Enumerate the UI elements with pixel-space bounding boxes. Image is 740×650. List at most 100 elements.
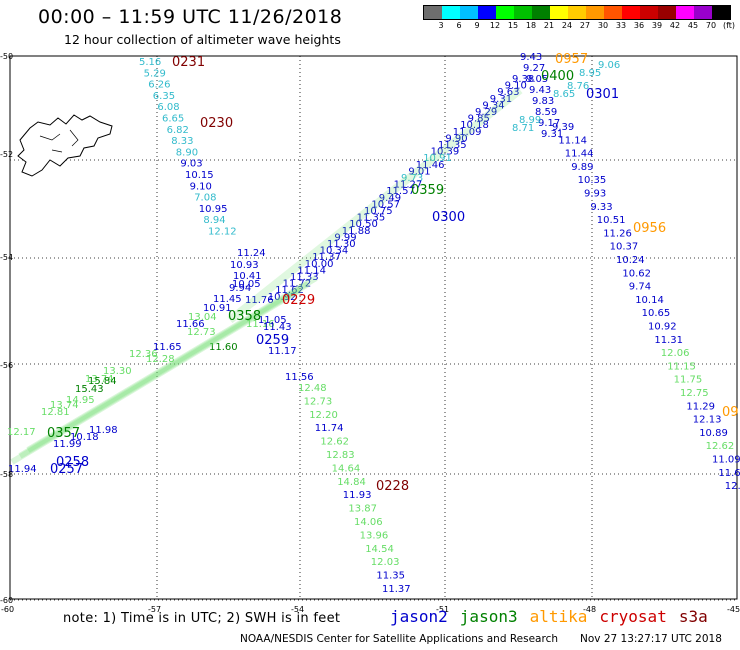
map-title: 00:00 – 11:59 UTC 11/26/2018 — [38, 6, 343, 28]
credit-text: NOAA/NESDIS Center for Satellite Applica… — [240, 633, 558, 645]
swh-value-track-d: 11.65 — [153, 342, 182, 353]
legend-item-s3a: s3a — [678, 607, 708, 626]
pass-time-label: 0259 — [256, 333, 289, 348]
swh-value-track-a: 8.90 — [176, 147, 198, 158]
swh-value-track-b: 9.89 — [571, 162, 593, 173]
swh-value-track-b: 10.14 — [635, 295, 664, 306]
swh-value-track-c: 10.75 — [364, 206, 393, 217]
swh-value-track-d: 15.43 — [75, 384, 104, 395]
swh-value-track-a-south: 11.93 — [343, 490, 372, 501]
swh-value-track-b: 9.33 — [590, 202, 612, 213]
swh-value-track-b: 9.43 — [520, 52, 542, 63]
swh-value-track-a: 8.94 — [203, 215, 225, 226]
colorbar-swatch — [586, 6, 604, 19]
swh-value-track-d: 12.36 — [129, 349, 158, 360]
pass-time-label: 0228 — [376, 479, 409, 494]
swh-value-track-c: 11.30 — [327, 239, 356, 250]
swh-value-track-b: 10.62 — [622, 268, 651, 279]
swh-value-track-b: 9.83 — [532, 96, 554, 107]
colorbar-label: 39 — [651, 21, 663, 30]
swh-value-track-a: 10.95 — [199, 204, 228, 215]
pass-time-label: 0956 — [633, 221, 666, 236]
pass-time-label: 0359 — [411, 183, 444, 198]
colorbar-label: 36 — [633, 21, 645, 30]
colorbar-label: 9 — [474, 21, 480, 30]
swh-value-track-c: 10.34 — [320, 246, 349, 257]
swh-value-track-b: 12.13 — [693, 415, 722, 426]
swh-value-track-a-south: 13.87 — [348, 504, 377, 515]
colorbar-swatch — [496, 6, 514, 19]
swh-value-track-b: 9.74 — [629, 282, 651, 293]
swh-value-track-a: 6.08 — [157, 102, 179, 113]
colorbar-label: 27 — [579, 21, 591, 30]
swh-value-track-b: 10.92 — [648, 322, 677, 333]
swh-value-track-c: 11.14 — [297, 265, 326, 276]
swh-value-track-d: 15.84 — [88, 376, 117, 387]
swh-value-track-a-south: 12.20 — [309, 410, 338, 421]
swh-value-track-b: 11.44 — [565, 149, 594, 160]
swh-value-track-b: 9.17 — [538, 118, 560, 129]
colorbar-label: 18 — [525, 21, 537, 30]
swh-value-track-b: 12.06 — [661, 348, 690, 359]
swh-value-track-a: 11.16 — [246, 319, 275, 330]
swh-value-track-b: 12. — [725, 481, 740, 492]
swh-value-track-a: 12.12 — [208, 227, 237, 238]
swh-value-track-b: 10.35 — [578, 175, 607, 186]
colorbar-swatch — [478, 6, 496, 19]
swh-value-track-a: 10.41 — [233, 271, 262, 282]
swh-value-track-a: 11.76 — [245, 295, 274, 306]
swh-value-track-a-south: 12.48 — [298, 383, 327, 394]
swh-value-track-c: 11.72 — [283, 279, 312, 290]
colorbar-label: 3 — [438, 21, 444, 30]
latitude-label: -60 — [0, 596, 13, 605]
swh-value-track-a-south: 12.83 — [326, 450, 355, 461]
colorbar-swatch — [532, 6, 550, 19]
colorbar-label: 42 — [669, 21, 681, 30]
colorbar-label: 24 — [561, 21, 573, 30]
swh-value-track-b: 10.24 — [616, 255, 645, 266]
swh-value-track-b: 10.37 — [610, 242, 639, 253]
swh-value-track-c: 10.39 — [431, 147, 460, 158]
swh-value-track-c: 11.27 — [394, 180, 423, 191]
swh-value-track-a: 11.17 — [268, 346, 297, 357]
colorbar-label: 45 — [687, 21, 699, 30]
map-subtitle: 12 hour collection of altimeter wave hei… — [64, 32, 341, 47]
longitude-label: -48 — [583, 605, 596, 614]
swh-value-track-a: 11.24 — [237, 248, 266, 259]
swh-value-track-b: 12.62 — [706, 441, 735, 452]
legend-item-jason3: jason3 — [459, 607, 518, 626]
swh-value-track-c: 10.50 — [349, 219, 378, 230]
swh-value-track-c: 9.34 — [482, 100, 504, 111]
swh-value-track-d: 12.81 — [41, 407, 70, 418]
colorbar-swatch — [424, 6, 442, 19]
swh-value-track-a: 6.65 — [162, 114, 184, 125]
swh-value-track-b: 9.31 — [541, 129, 563, 140]
footer-note: note: 1) Time is in UTC; 2) SWH is in fe… — [63, 611, 341, 626]
colorbar-label: 15 — [507, 21, 519, 30]
colorbar-swatch — [640, 6, 658, 19]
longitude-label: -54 — [291, 605, 304, 614]
swh-value-track-b-cyan: 8.99 — [519, 115, 541, 126]
swh-value-track-b-cyan: 8.65 — [553, 89, 575, 100]
longitude-label: -60 — [1, 605, 14, 614]
swh-value-track-a: 10.93 — [230, 260, 259, 271]
swh-value-track-b: 11.6 — [718, 468, 740, 479]
swh-value-track-d: 11.98 — [89, 425, 118, 436]
swh-value-track-a: 11.60 — [209, 342, 238, 353]
colorbar-label: 33 — [615, 21, 627, 30]
swh-value-track-c: 11.62 — [275, 285, 304, 296]
swh-value-track-c: 11.88 — [342, 226, 371, 237]
swh-value-track-a: 11.05 — [258, 315, 287, 326]
swh-value-track-a-south: 12.62 — [320, 437, 349, 448]
latitude-label: -58 — [0, 470, 13, 479]
swh-value-track-b: 11.31 — [654, 335, 683, 346]
swh-value-track-b: 9.43 — [529, 85, 551, 96]
swh-value-track-b: 12.75 — [680, 388, 709, 399]
pass-time-label: 0257 — [50, 462, 83, 477]
swh-value-track-b: 11.09 — [712, 455, 740, 466]
swh-value-track-c: 10.91 — [423, 153, 452, 164]
colorbar-swatch — [460, 6, 478, 19]
legend-item-jason2: jason2 — [390, 607, 448, 626]
swh-value-track-c: 9.01 — [408, 166, 430, 177]
map-frame — [9, 55, 738, 600]
